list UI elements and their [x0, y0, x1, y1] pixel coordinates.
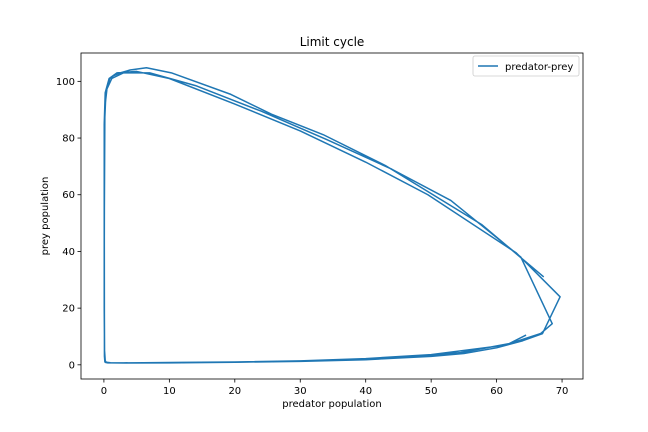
x-tick-label: 40: [359, 386, 372, 397]
y-tick-label: 100: [56, 77, 75, 88]
x-tick-label: 60: [490, 386, 503, 397]
legend-frame: [472, 55, 580, 77]
legend-label: predator-prey: [505, 62, 573, 73]
x-tick-label: 50: [425, 386, 438, 397]
x-tick-label: 30: [294, 386, 307, 397]
x-axis-label: predator population: [282, 399, 381, 410]
y-axis: 0 20 40 60 80 100: [56, 77, 81, 371]
chart-title: Limit cycle: [300, 35, 365, 49]
axes-frame: [80, 52, 584, 380]
x-tick-label: 20: [228, 386, 241, 397]
x-tick-label: 70: [556, 386, 569, 397]
series-line-predator-prey: [103, 66, 561, 364]
x-tick-label: 10: [163, 386, 176, 397]
legend: predator-prey: [472, 55, 580, 77]
y-tick-label: 80: [62, 134, 75, 145]
y-tick-label: 20: [62, 304, 75, 315]
y-tick-label: 40: [62, 247, 75, 258]
y-tick-label: 60: [62, 190, 75, 201]
plot-area: 0 10 20 30 40 50 60 70 0 20 40 60 80 100: [56, 52, 584, 397]
y-tick-label: 0: [69, 360, 75, 371]
y-axis-label: prey population: [40, 177, 51, 256]
x-tick-label: 0: [101, 386, 107, 397]
x-axis: 0 10 20 30 40 50 60 70: [101, 379, 569, 397]
